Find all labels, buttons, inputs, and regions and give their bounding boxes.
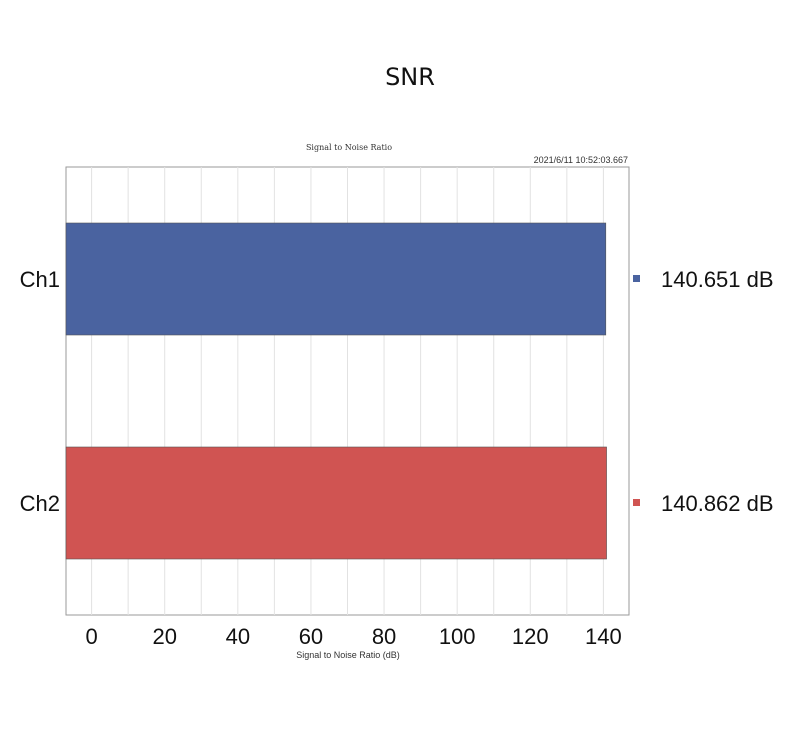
x-tick-label: 20 [152, 624, 176, 649]
x-axis-ticks: 0 20 40 60 80 100 120 140 [85, 624, 621, 649]
legend-swatch [633, 275, 640, 282]
legend-swatch [633, 499, 640, 506]
x-tick-label: 60 [299, 624, 323, 649]
bar-series [65, 222, 607, 560]
chart-title: Signal to Noise Ratio [306, 143, 392, 152]
bar-ch1 [65, 222, 607, 336]
x-tick-label: 140 [585, 624, 622, 649]
page-title: SNR [385, 63, 435, 91]
chart-timestamp: 2021/6/11 10:52:03.667 [534, 155, 628, 165]
value-legend: 140.651 dB 140.862 dB [633, 267, 774, 516]
value-label: 140.862 dB [661, 491, 774, 516]
bar-ch2 [65, 446, 607, 560]
x-tick-label: 40 [226, 624, 250, 649]
x-axis-label: Signal to Noise Ratio (dB) [296, 650, 400, 660]
x-tick-label: 0 [85, 624, 97, 649]
category-labels: Ch1 Ch2 [20, 267, 60, 516]
x-tick-label: 120 [512, 624, 549, 649]
category-label: Ch2 [20, 491, 60, 516]
x-tick-label: 100 [439, 624, 476, 649]
value-label: 140.651 dB [661, 267, 774, 292]
x-tick-label: 80 [372, 624, 396, 649]
category-label: Ch1 [20, 267, 60, 292]
